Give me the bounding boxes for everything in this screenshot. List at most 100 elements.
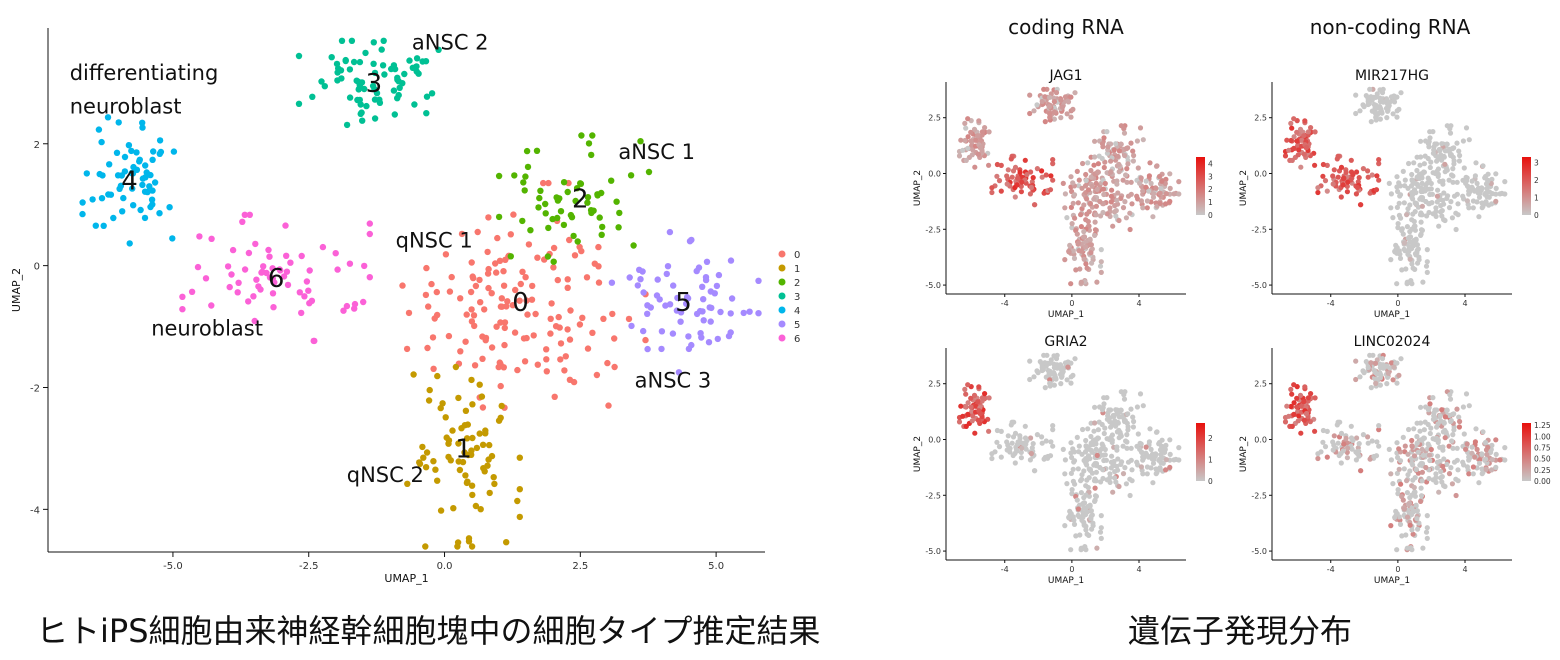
cell-expression-point [1320, 439, 1326, 445]
cell-point [423, 449, 431, 456]
cell-expression-point [1130, 424, 1136, 430]
cell-expression-point [1449, 172, 1455, 178]
x-tick-label: 0 [1069, 299, 1074, 308]
cell-point [194, 263, 202, 271]
cell-expression-point [1419, 212, 1425, 218]
cell-point [266, 253, 273, 260]
cell-point [106, 161, 113, 168]
cell-point [484, 248, 491, 256]
cell-expression-point [1130, 148, 1136, 154]
cell-expression-point [1118, 195, 1124, 201]
cell-expression-point [1125, 411, 1131, 417]
cell-point [126, 240, 133, 247]
cell-point [170, 148, 178, 155]
cell-expression-point [1081, 256, 1087, 262]
cell-type-annotation: aNSC 2 [412, 30, 489, 54]
cell-point [529, 282, 536, 290]
cell-point [500, 282, 508, 289]
cell-expression-point [1167, 185, 1173, 191]
cell-expression-point [1032, 468, 1038, 474]
cell-expression-point [1014, 448, 1020, 454]
cell-point [666, 228, 674, 236]
cell-expression-point [1083, 443, 1089, 450]
cell-point [684, 295, 692, 302]
cell-point [488, 290, 495, 297]
x-tick-label: -4 [1327, 565, 1335, 574]
cell-expression-point [1401, 240, 1407, 246]
cell-expression-point [1100, 475, 1106, 482]
y-tick-label: -2.5 [1251, 491, 1267, 500]
colorbar-tick-label: 3 [1534, 158, 1539, 167]
cell-expression-point [1121, 130, 1128, 136]
cell-expression-point [1367, 456, 1373, 462]
cell-point [516, 513, 523, 521]
cell-expression-point [1484, 452, 1490, 458]
cell-expression-point [1071, 255, 1078, 261]
cell-expression-point [1335, 174, 1341, 180]
cell-expression-point [1101, 401, 1107, 407]
y-axis-title: UMAP_2 [1239, 170, 1249, 206]
cell-expression-point [1289, 157, 1295, 163]
cell-expression-point [1083, 510, 1089, 516]
cell-point [253, 276, 260, 283]
cell-expression-point [1101, 191, 1107, 198]
cell-expression-point [1414, 167, 1420, 174]
cell-expression-point [1419, 478, 1425, 484]
cell-expression-point [1473, 426, 1479, 432]
cell-point [557, 208, 565, 215]
cell-expression-point [1444, 461, 1450, 467]
cell-point [567, 307, 574, 314]
cell-expression-point [965, 382, 971, 388]
cell-expression-point [1388, 457, 1394, 463]
cell-expression-point [1466, 137, 1472, 143]
cell-expression-point [1472, 173, 1478, 179]
cell-expression-point [1418, 498, 1424, 504]
cell-point [423, 93, 431, 100]
cell-expression-point [1125, 161, 1131, 167]
cell-point [92, 222, 100, 229]
cell-point [481, 306, 488, 313]
cell-expression-point [1143, 178, 1149, 184]
cell-expression-point [1414, 440, 1420, 446]
caption-cell-type: ヒトiPS細胞由来神経幹細胞塊中の細胞タイプ推定結果 [36, 612, 821, 650]
cell-expression-point [1068, 174, 1074, 180]
legend-label: 4 [794, 306, 800, 317]
cell-expression-point [1004, 447, 1010, 453]
y-tick-label: -5.0 [925, 281, 941, 290]
cell-expression-point [1365, 174, 1371, 180]
cell-expression-point [1396, 180, 1402, 186]
cell-expression-point [1448, 199, 1454, 205]
cell-expression-point [1088, 174, 1094, 180]
cell-point [583, 274, 591, 281]
cell-expression-point [1075, 240, 1081, 246]
colorbar-tick-label: 2 [1534, 176, 1539, 185]
cell-point [537, 187, 544, 194]
cell-expression-point [1360, 102, 1366, 108]
cell-expression-point [1027, 358, 1033, 364]
cell-point [685, 333, 692, 340]
cell-expression-point [1039, 440, 1045, 446]
cell-point [426, 386, 433, 394]
cell-expression-point [1140, 471, 1146, 477]
cell-point [228, 271, 235, 278]
cell-expression-point [1353, 376, 1359, 383]
cell-expression-point [1368, 119, 1374, 125]
cell-expression-point [1127, 492, 1133, 499]
cell-expression-point [1116, 161, 1122, 167]
cell-expression-point [1324, 454, 1330, 460]
cell-expression-point [1167, 437, 1173, 443]
cell-expression-point [1390, 111, 1396, 117]
cell-point [129, 170, 137, 177]
cell-expression-point [1315, 451, 1321, 457]
cell-expression-point [1442, 427, 1448, 433]
cell-expression-point [977, 410, 984, 417]
cell-point [434, 311, 441, 319]
cell-expression-point [1388, 191, 1394, 197]
cell-expression-point [1070, 514, 1076, 520]
cell-expression-point [1479, 451, 1485, 457]
cell-expression-point [1088, 250, 1094, 256]
cell-expression-point [1077, 532, 1083, 538]
cell-point [589, 132, 596, 139]
cell-expression-point [1354, 435, 1360, 441]
cell-expression-point [1137, 180, 1143, 186]
